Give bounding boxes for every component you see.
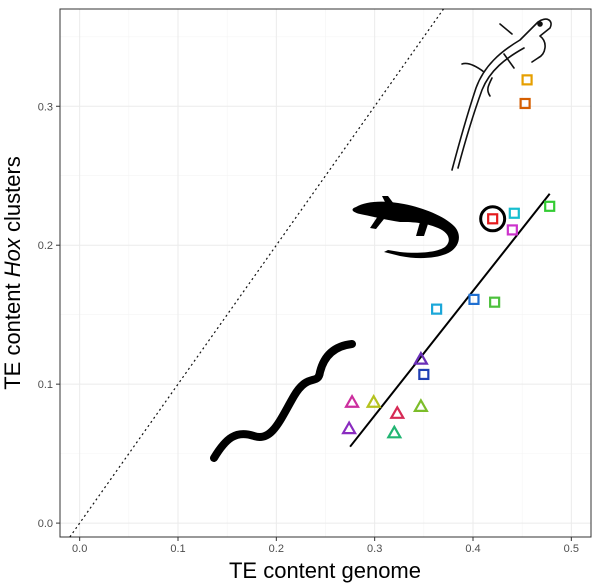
square-point <box>487 213 499 225</box>
square-point <box>431 303 443 315</box>
x-axis-ticks: 0.0 0.1 0.2 0.3 0.4 0.5 <box>72 537 579 555</box>
triangle-point <box>344 394 360 408</box>
y-axis-label-part-3: clusters <box>0 156 25 238</box>
data-points <box>341 74 556 439</box>
y-axis-label: TE content Hox clusters <box>0 156 25 390</box>
y-tick-label: 0.2 <box>38 240 53 252</box>
triangle-point <box>412 398 429 412</box>
minor-grid <box>60 9 591 537</box>
x-tick-label: 0.4 <box>465 543 480 555</box>
triangle-point <box>389 405 406 419</box>
square-point <box>418 368 430 381</box>
highlighted-point-circle <box>479 205 507 233</box>
y-tick-label: 0.3 <box>38 101 53 113</box>
lizard-silhouette <box>352 196 459 259</box>
y-axis-label-part-1: TE content <box>0 277 25 390</box>
x-tick-label: 0.3 <box>367 543 382 555</box>
triangle-point <box>341 420 357 435</box>
anole-lizard-outline-silhouette <box>451 18 552 171</box>
square-point <box>468 293 480 305</box>
y-tick-label: 0.0 <box>38 518 53 530</box>
triangle-point <box>412 350 429 365</box>
regression-line <box>349 193 551 448</box>
triangle-point <box>365 394 382 408</box>
major-grid <box>60 9 591 537</box>
triangle-point <box>386 424 403 439</box>
x-axis-label: TE content genome <box>229 558 421 583</box>
square-point <box>489 296 501 308</box>
square-point <box>506 224 518 236</box>
square-point <box>544 200 556 212</box>
x-tick-label: 0.1 <box>170 543 185 555</box>
x-tick-label: 0.5 <box>564 543 579 555</box>
y-axis-ticks: 0.0 0.1 0.2 0.3 <box>38 101 60 530</box>
y-tick-label: 0.1 <box>38 379 53 391</box>
square-point <box>508 207 520 219</box>
square-point <box>521 74 533 86</box>
y-axis-label-part-2: Hox <box>0 237 25 277</box>
x-tick-label: 0.2 <box>269 543 284 555</box>
snake-silhouette <box>210 340 356 462</box>
x-tick-label: 0.0 <box>72 543 87 555</box>
plot-panel-border <box>59 8 592 538</box>
square-point <box>519 97 531 110</box>
